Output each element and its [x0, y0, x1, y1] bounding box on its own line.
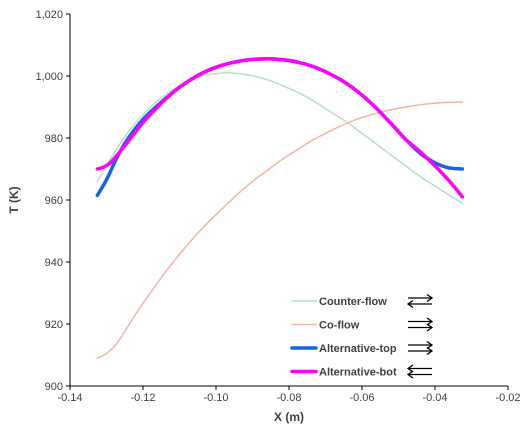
- legend-label: Co-flow: [319, 320, 360, 332]
- x-tick-label: -0.04: [422, 392, 447, 404]
- x-tick-label: -0.10: [203, 392, 228, 404]
- x-tick-label: -0.14: [57, 392, 82, 404]
- axes: -0.14 -0.12 -0.10 -0.08 -0.06 -0.04 -0.02 900 92…: [35, 9, 520, 404]
- legend-label: Alternative-bot: [319, 367, 397, 379]
- legend-label: Alternative-top: [319, 343, 397, 355]
- series-line-counter-flow: [96, 72, 464, 204]
- x-tick-label: -0.02: [495, 392, 520, 404]
- series-layer: [95, 57, 465, 359]
- y-tick-label: 960: [45, 195, 63, 207]
- series-line-alternative-top: [95, 57, 465, 198]
- y-tick-label: 980: [45, 133, 63, 145]
- y-tick-label: 900: [45, 381, 63, 393]
- y-tick-label: 920: [45, 319, 63, 331]
- arrows-opposite-right-left-icon: [406, 293, 434, 309]
- x-tick-label: -0.12: [130, 392, 155, 404]
- x-axis-title: X (m): [274, 410, 304, 424]
- y-tick-label: 1,000: [35, 71, 63, 83]
- x-tick-label: -0.08: [276, 392, 301, 404]
- legend-label: Counter-flow: [319, 296, 387, 308]
- series-line-co-flow: [96, 101, 464, 359]
- legend: Counter-flow Co-flow Alternative-top Altern…: [290, 293, 434, 379]
- arrows-parallel-left-icon: [406, 364, 432, 379]
- arrows-parallel-right-icon: [408, 317, 434, 332]
- legend-item-co-flow: Co-flow: [291, 317, 434, 332]
- arrows-parallel-right-icon: [408, 340, 434, 356]
- y-tick-label: 1,020: [35, 9, 63, 21]
- y-axis-title: T (K): [7, 186, 21, 213]
- series-line-alternative-bot: [95, 57, 465, 199]
- legend-item-counter-flow: Counter-flow: [291, 293, 434, 309]
- x-tick-label: -0.06: [349, 392, 374, 404]
- legend-item-alternative-top: Alternative-top: [290, 340, 434, 356]
- y-tick-label: 940: [45, 257, 63, 269]
- legend-item-alternative-bot: Alternative-bot: [290, 364, 432, 379]
